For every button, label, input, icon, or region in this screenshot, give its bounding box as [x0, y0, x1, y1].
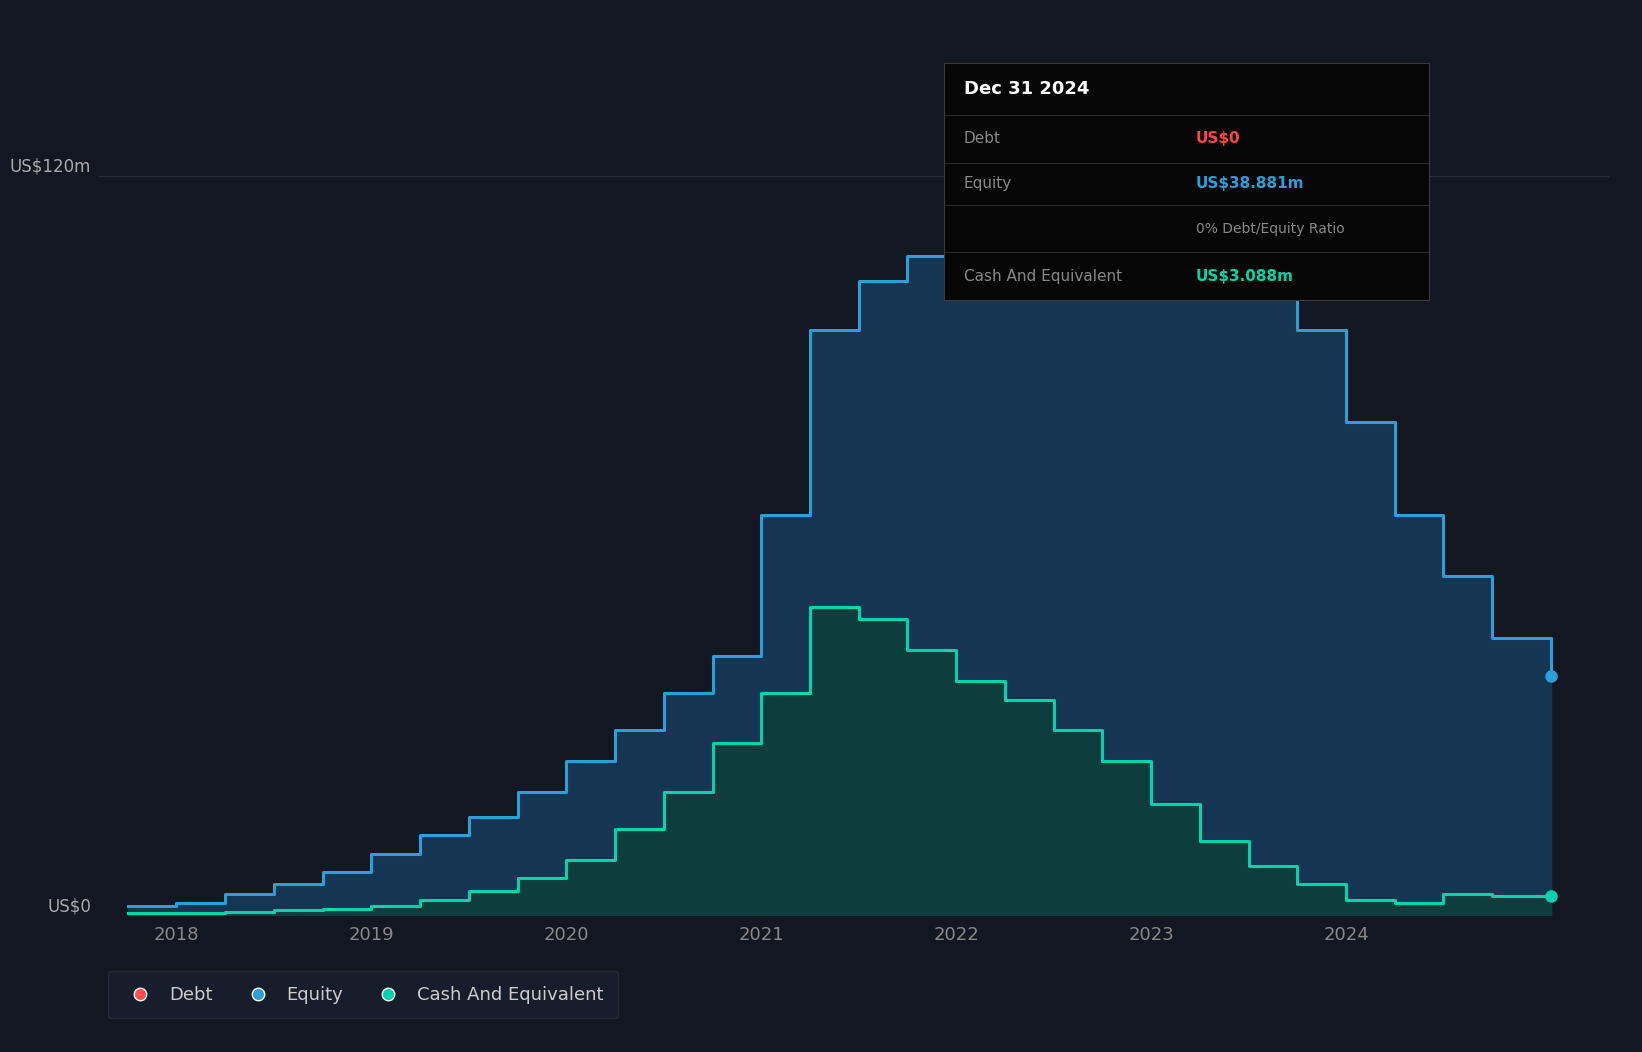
Text: US$0: US$0 [1195, 132, 1241, 146]
Text: Equity: Equity [964, 177, 1011, 191]
Text: US$120m: US$120m [10, 158, 90, 176]
Text: 0% Debt/Equity Ratio: 0% Debt/Equity Ratio [1195, 222, 1345, 236]
Text: Dec 31 2024: Dec 31 2024 [964, 80, 1089, 98]
Text: Debt: Debt [964, 132, 1000, 146]
Text: Cash And Equivalent: Cash And Equivalent [964, 268, 1121, 284]
Text: US$0: US$0 [48, 897, 90, 915]
Legend: Debt, Equity, Cash And Equivalent: Debt, Equity, Cash And Equivalent [107, 971, 617, 1018]
Text: US$38.881m: US$38.881m [1195, 177, 1304, 191]
Text: US$3.088m: US$3.088m [1195, 268, 1294, 284]
